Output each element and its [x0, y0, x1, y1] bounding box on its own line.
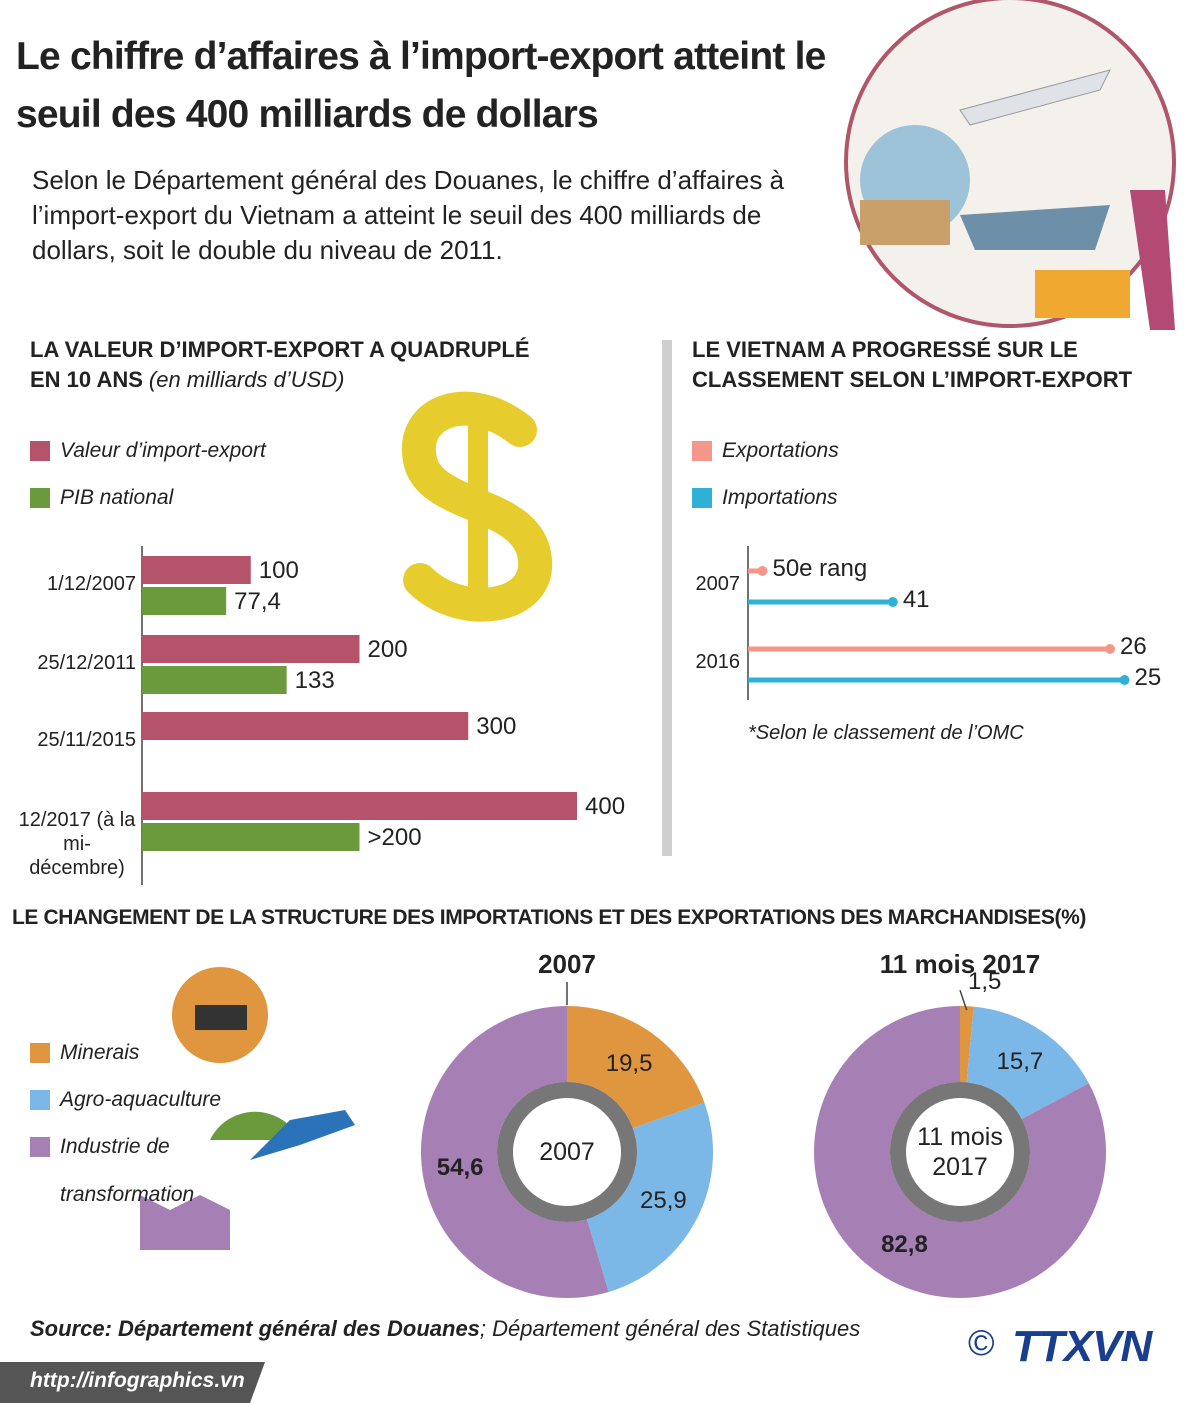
value-label: 300: [476, 713, 517, 740]
chart-subtitle: (en milliards d’USD): [148, 367, 345, 392]
inner-ring: [890, 1082, 1030, 1222]
bar: [142, 712, 469, 740]
legend-label: Agro-aquaculture: [60, 1088, 222, 1111]
legend-swatch: [30, 1043, 50, 1063]
center-label: 2007: [539, 1138, 595, 1166]
value-label: 15,7: [996, 1048, 1044, 1076]
value-label: 1,5: [968, 968, 1002, 996]
legend-swatch: [30, 441, 50, 461]
leader-line: [959, 989, 968, 1011]
section-title: LE CHANGEMENT DE LA STRUCTURE DES IMPORT…: [12, 906, 1086, 929]
value-label: 54,6: [436, 1153, 484, 1181]
source-bold: Source: Département général des Douanes: [30, 1316, 480, 1341]
chart-title: LA VALEUR D’IMPORT-EXPORT A QUADRUPLÉ EN…: [30, 337, 530, 392]
category-label: 25/12/2011: [37, 652, 136, 674]
rank-dot: [887, 597, 898, 607]
legend-swatch: [30, 488, 50, 508]
factory-icon: [140, 1195, 230, 1250]
value-label: 400: [585, 793, 626, 820]
coal-cart-icon: [195, 1005, 247, 1030]
legend-label: Exportations: [722, 439, 839, 462]
value-label: 77,4: [234, 588, 281, 615]
divider: [662, 340, 672, 856]
bar: [142, 635, 360, 663]
category-label: 1/12/2007: [47, 573, 136, 595]
bar: [142, 587, 227, 615]
ship-icon: [960, 205, 1110, 250]
legend-label: PIB national: [60, 486, 174, 509]
category-label: 12/2017 (à la mi-décembre): [18, 809, 136, 879]
title: Le chiffre d’affaires à l’import-export …: [16, 35, 826, 136]
legend-swatch: [692, 488, 712, 508]
value-label: 25: [1134, 664, 1162, 691]
value-label: 100: [258, 557, 299, 584]
donut-slice: [421, 1006, 609, 1298]
value-label: 133: [294, 667, 335, 694]
boxes-icon: [860, 200, 950, 245]
intro: Selon le Département général des Douanes…: [32, 165, 785, 265]
chart-title: 11 mois 2017: [879, 949, 1041, 979]
rank-dot: [757, 566, 768, 576]
value-label: 82,8: [881, 1230, 928, 1258]
chart-title: 2007: [538, 949, 596, 979]
value-label: 200: [367, 636, 408, 663]
legend-label: Importations: [722, 486, 838, 509]
legend-swatch: [692, 441, 712, 461]
value-label: 25,9: [640, 1186, 687, 1214]
donut-slice: [960, 1006, 974, 1083]
donut-slice: [966, 1006, 1089, 1120]
donut-slice: [586, 1102, 713, 1292]
copyright: ©: [968, 1322, 995, 1363]
bar: [142, 792, 577, 820]
container-icon: [1035, 270, 1130, 318]
bar: [142, 666, 287, 694]
bar: [142, 823, 360, 851]
value-label: 19,5: [605, 1049, 653, 1077]
donut-slice: [567, 1006, 705, 1129]
center-label: 11 mois 2017: [917, 1123, 1003, 1181]
crane-icon: [1130, 190, 1175, 330]
rank-dot: [1105, 644, 1116, 654]
category-label: 2016: [695, 651, 741, 673]
donut-slice: [814, 1006, 1106, 1299]
chart-note: *Selon le classement de l’OMC: [748, 722, 1024, 744]
chart-title: LE VIETNAM A PROGRESSÉ SUR LE CLASSEMENT…: [692, 337, 1133, 392]
value-label: >200: [367, 824, 422, 851]
legend-label: Valeur d’import-export: [60, 439, 266, 462]
footer-bar: [0, 1362, 265, 1403]
rank-dot: [1119, 675, 1130, 685]
bar: [142, 556, 251, 584]
logo: TTXVN: [1012, 1322, 1152, 1371]
legend-label: Industrie de transformation: [60, 1135, 195, 1206]
source: Source: Département général des Douanes;…: [30, 1316, 860, 1341]
plane-icon: [959, 69, 1111, 126]
legend-swatch: [30, 1137, 50, 1157]
inner-ring: [497, 1082, 637, 1222]
value-label: 50e rang: [772, 555, 868, 582]
category-label: 2007: [695, 573, 741, 595]
legend-label: Minerais: [60, 1041, 140, 1064]
footer-url: http://infographics.vn: [30, 1369, 245, 1392]
source-rest: ; Département général des Statistiques: [479, 1316, 861, 1341]
value-label: 41: [902, 586, 930, 613]
legend-swatch: [30, 1090, 50, 1110]
value-label: 26: [1120, 633, 1147, 660]
category-label: 25/11/2015: [37, 729, 136, 751]
fish-icon: [250, 1110, 355, 1160]
